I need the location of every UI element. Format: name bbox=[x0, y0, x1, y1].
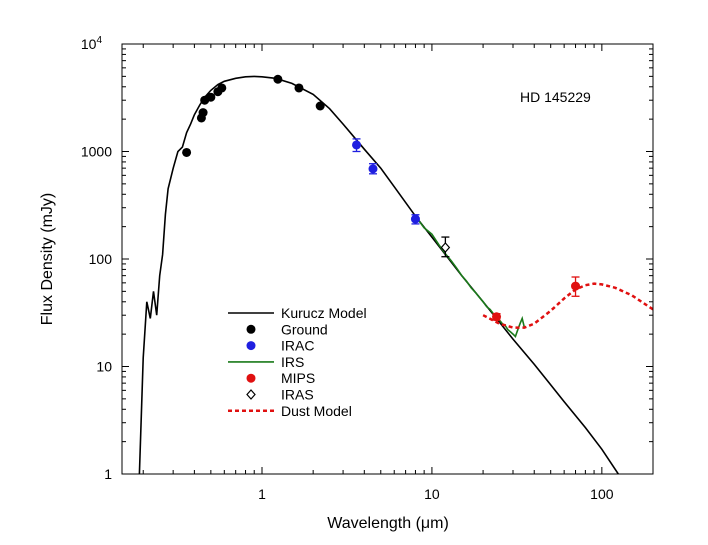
legend-label: Kurucz Model bbox=[281, 305, 367, 321]
legend-label: IRAS bbox=[281, 387, 314, 403]
x-axis-title-prefix: Wavelength ( bbox=[327, 515, 421, 532]
y-tick-label: 1 bbox=[104, 466, 112, 482]
legend-label: MIPS bbox=[281, 370, 315, 386]
x-tick-label: 10 bbox=[424, 486, 440, 502]
x-axis-title-unit: μm bbox=[421, 515, 444, 532]
legend-swatch-dot bbox=[246, 324, 256, 334]
points-layer bbox=[182, 74, 581, 322]
ground-point bbox=[217, 83, 227, 93]
ground-point bbox=[273, 74, 283, 84]
mips-point bbox=[571, 281, 581, 291]
legend-label: Ground bbox=[281, 321, 328, 337]
series-layer bbox=[138, 75, 653, 474]
series-irs-line bbox=[414, 215, 526, 338]
series-dust-model-line bbox=[482, 282, 653, 329]
ground-point bbox=[182, 147, 192, 157]
ground-point bbox=[206, 92, 216, 102]
iras-point bbox=[440, 242, 451, 253]
ground-point bbox=[315, 101, 325, 111]
y-tick-label: 10 bbox=[96, 359, 112, 375]
x-tick-label: 1 bbox=[258, 486, 266, 502]
irac-point bbox=[410, 214, 420, 224]
irac-point bbox=[352, 140, 362, 150]
y-axis-title: Flux Density (mJy) bbox=[39, 193, 56, 325]
axis-ticks bbox=[122, 43, 654, 475]
star-name-annotation: HD 145229 bbox=[520, 89, 591, 105]
mips-point bbox=[492, 312, 502, 322]
legend-label: IRS bbox=[281, 354, 304, 370]
axis-tick-labels: 1 10 100 1 10 100 1000 104 bbox=[81, 35, 614, 502]
y-tick-label: 1000 bbox=[81, 144, 112, 160]
y-tick-label: 100 bbox=[89, 251, 113, 267]
ground-point bbox=[294, 83, 304, 93]
ground-point bbox=[198, 108, 208, 118]
x-axis-title: Wavelength (μm) bbox=[327, 515, 449, 532]
x-axis-title-suffix: ) bbox=[443, 515, 448, 532]
y-tick-label-top: 104 bbox=[81, 35, 103, 52]
irac-point bbox=[368, 164, 378, 174]
legend-label: Dust Model bbox=[281, 403, 352, 419]
x-tick-label: 100 bbox=[590, 486, 614, 502]
legend-label: IRAC bbox=[281, 338, 314, 354]
legend-swatch-dot bbox=[246, 373, 256, 383]
legend-swatch-dot bbox=[246, 341, 256, 351]
series-kurucz-model-line bbox=[138, 75, 619, 474]
legend-swatch-diamond bbox=[246, 389, 256, 400]
